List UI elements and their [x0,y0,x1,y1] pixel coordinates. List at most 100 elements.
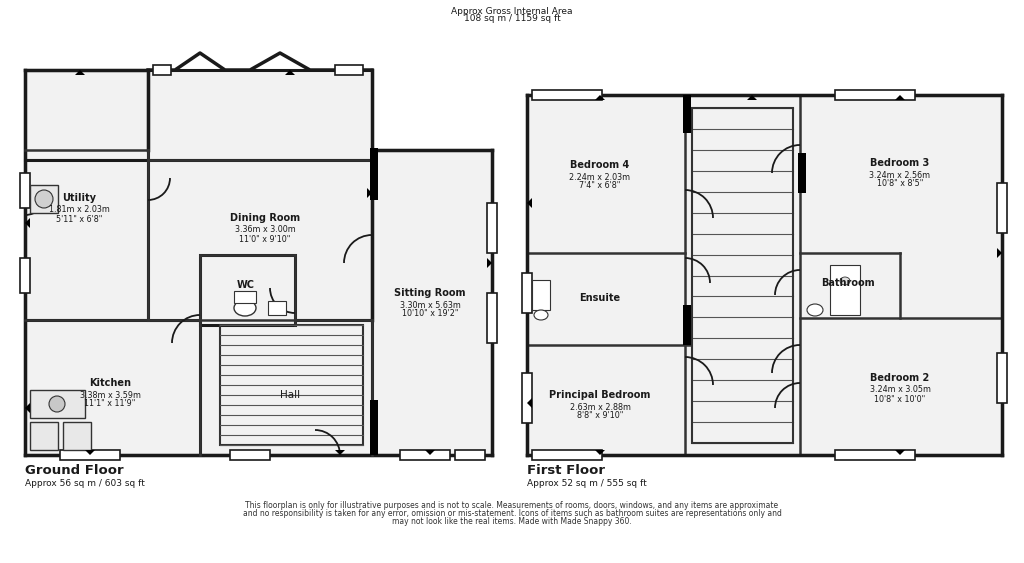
Text: This floorplan is only for illustrative purposes and is not to scale. Measuremen: This floorplan is only for illustrative … [246,501,778,510]
Text: 10'10" x 19'2": 10'10" x 19'2" [401,310,459,319]
Bar [25,160,148,320]
Bar [153,65,171,75]
Bar [532,450,602,460]
Text: 3.36m x 3.00m: 3.36m x 3.00m [234,226,295,235]
Polygon shape [367,188,372,198]
Bar [20,173,30,208]
Bar [830,265,860,315]
Text: Utility: Utility [62,193,96,203]
Polygon shape [527,198,532,208]
Text: 11'1" x 11'9": 11'1" x 11'9" [84,400,136,409]
Polygon shape [425,450,435,455]
Bar [370,148,378,200]
Text: 3.38m x 3.59m: 3.38m x 3.59m [80,391,140,400]
Bar [532,90,602,100]
Bar [997,183,1007,233]
Bar [487,203,497,253]
Bar [372,150,492,455]
Bar [268,301,286,315]
Bar [230,450,270,460]
Text: 5'11" x 6'8": 5'11" x 6'8" [56,215,102,224]
Polygon shape [25,218,30,228]
Polygon shape [25,403,30,413]
Bar [200,255,295,325]
Polygon shape [75,70,85,75]
Bar [487,293,497,343]
Ellipse shape [840,277,850,285]
Text: Bedroom 3: Bedroom 3 [870,158,930,168]
Text: Approx 56 sq m / 603 sq ft: Approx 56 sq m / 603 sq ft [25,479,144,488]
Text: 8'8" x 9'10": 8'8" x 9'10" [577,412,624,421]
Text: 3.30m x 5.63m: 3.30m x 5.63m [399,301,461,310]
Bar [63,422,91,450]
Bar [997,353,1007,403]
Text: 11'0" x 9'10": 11'0" x 9'10" [240,235,291,244]
Bar [522,273,532,313]
Bar [683,305,691,345]
Circle shape [49,396,65,412]
Circle shape [35,190,53,208]
Bar [692,108,793,443]
Text: Bathroom: Bathroom [821,278,874,288]
Text: First Floor: First Floor [527,464,605,477]
Bar [400,450,450,460]
Text: 3.24m x 3.05m: 3.24m x 3.05m [869,386,931,395]
Ellipse shape [807,304,823,316]
Text: 10'8" x 8'5": 10'8" x 8'5" [877,180,924,189]
Text: 108 sq m / 1159 sq ft: 108 sq m / 1159 sq ft [464,14,560,23]
Text: Ensuite: Ensuite [580,293,621,303]
Text: may not look like the real items. Made with Made Snappy 360.: may not look like the real items. Made w… [392,516,632,525]
Text: Approx 52 sq m / 555 sq ft: Approx 52 sq m / 555 sq ft [527,479,647,488]
Polygon shape [335,450,345,455]
Bar [798,153,806,193]
Bar [30,185,58,213]
Polygon shape [285,70,295,75]
Text: Kitchen: Kitchen [89,378,131,388]
Bar [30,390,85,418]
Text: Principal Bedroom: Principal Bedroom [549,390,650,400]
Text: 3.24m x 2.56m: 3.24m x 2.56m [869,171,931,180]
Bar [335,65,362,75]
Polygon shape [85,450,95,455]
Bar [25,70,148,160]
Bar [30,422,58,450]
Text: Sitting Room: Sitting Room [394,288,466,298]
Bar [60,450,120,460]
Bar [148,70,372,160]
Text: 2.24m x 2.03m: 2.24m x 2.03m [569,172,631,181]
Bar [148,160,372,320]
Bar [532,280,550,310]
Bar [455,450,485,460]
Polygon shape [487,258,492,268]
Text: Bedroom 4: Bedroom 4 [570,160,630,170]
Bar [234,291,256,303]
Text: 1.81m x 2.03m: 1.81m x 2.03m [48,205,110,215]
Text: 2.63m x 2.88m: 2.63m x 2.88m [569,403,631,412]
Bar [683,95,691,133]
Text: Approx Gross Internal Area: Approx Gross Internal Area [452,7,572,16]
Polygon shape [595,95,605,100]
Text: Dining Room: Dining Room [230,213,300,223]
Text: Ground Floor: Ground Floor [25,464,124,477]
Text: 7'4" x 6'8": 7'4" x 6'8" [580,181,621,190]
Polygon shape [595,450,605,455]
Polygon shape [997,248,1002,258]
Bar [220,325,362,445]
Polygon shape [895,450,905,455]
Bar [527,95,1002,455]
Bar [200,320,372,455]
Bar [835,450,915,460]
Text: Bedroom 2: Bedroom 2 [870,373,930,383]
Text: WC: WC [237,280,255,290]
Bar [835,90,915,100]
Polygon shape [895,95,905,100]
Ellipse shape [234,300,256,316]
Polygon shape [746,95,757,100]
Bar [370,400,378,455]
Text: and no responsibility is taken for any error, omission or mis-statement. Icons o: and no responsibility is taken for any e… [243,508,781,517]
Bar [20,258,30,293]
Ellipse shape [534,310,548,320]
Text: Hall: Hall [280,390,300,400]
Text: 10'8" x 10'0": 10'8" x 10'0" [874,395,926,404]
Bar [522,373,532,423]
